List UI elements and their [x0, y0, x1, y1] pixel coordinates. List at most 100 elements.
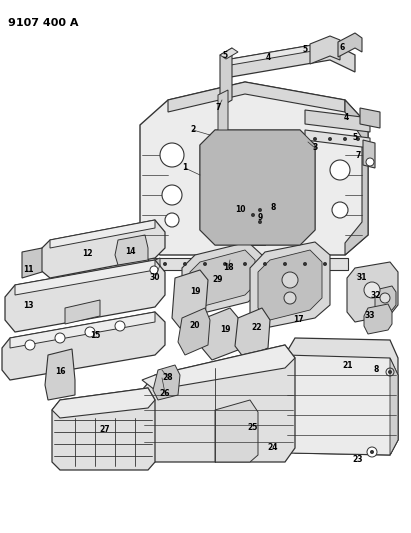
Text: 24: 24: [268, 443, 278, 453]
Polygon shape: [285, 355, 398, 455]
Text: 5: 5: [222, 51, 228, 60]
Polygon shape: [338, 33, 362, 57]
Polygon shape: [215, 400, 258, 462]
Circle shape: [343, 137, 347, 141]
Polygon shape: [220, 48, 238, 59]
Text: 16: 16: [55, 367, 65, 376]
Polygon shape: [15, 260, 155, 295]
Text: 4: 4: [266, 53, 270, 62]
Polygon shape: [375, 286, 396, 314]
Polygon shape: [190, 250, 255, 307]
Polygon shape: [218, 90, 228, 135]
Circle shape: [183, 262, 187, 266]
Text: 8: 8: [373, 366, 379, 375]
Polygon shape: [345, 100, 368, 255]
Text: 15: 15: [90, 330, 100, 340]
Polygon shape: [220, 48, 232, 107]
Text: 30: 30: [150, 273, 160, 282]
Polygon shape: [250, 242, 330, 328]
Polygon shape: [310, 36, 340, 64]
Polygon shape: [50, 220, 155, 248]
Text: 3: 3: [312, 143, 318, 152]
Circle shape: [328, 137, 332, 141]
Circle shape: [163, 262, 167, 266]
Polygon shape: [142, 345, 295, 390]
Text: 2: 2: [190, 125, 196, 134]
Text: 17: 17: [293, 316, 303, 325]
Text: 10: 10: [235, 206, 245, 214]
Circle shape: [115, 321, 125, 331]
Circle shape: [150, 266, 158, 274]
Text: 4: 4: [343, 114, 349, 123]
Polygon shape: [38, 220, 165, 278]
Circle shape: [251, 213, 255, 217]
Text: 11: 11: [23, 265, 33, 274]
Text: 9: 9: [257, 214, 263, 222]
Polygon shape: [115, 235, 148, 265]
Text: 31: 31: [357, 273, 367, 282]
Polygon shape: [200, 130, 315, 245]
Text: 9107 400 A: 9107 400 A: [8, 18, 79, 28]
Circle shape: [332, 202, 348, 218]
Circle shape: [165, 213, 179, 227]
Polygon shape: [65, 300, 100, 324]
Circle shape: [203, 262, 207, 266]
Polygon shape: [178, 308, 210, 355]
Polygon shape: [5, 260, 165, 332]
Text: 22: 22: [252, 324, 262, 333]
Circle shape: [282, 272, 298, 288]
Circle shape: [162, 185, 182, 205]
Polygon shape: [202, 308, 240, 360]
Polygon shape: [225, 42, 330, 66]
Polygon shape: [52, 388, 155, 470]
Polygon shape: [285, 338, 398, 455]
Text: 19: 19: [220, 326, 230, 335]
Polygon shape: [363, 140, 375, 168]
Circle shape: [330, 160, 350, 180]
Circle shape: [283, 262, 287, 266]
Circle shape: [284, 292, 296, 304]
Circle shape: [356, 137, 360, 141]
Polygon shape: [360, 108, 380, 128]
Polygon shape: [364, 304, 392, 334]
Text: 7: 7: [356, 150, 361, 159]
Text: 5: 5: [302, 45, 307, 54]
Circle shape: [370, 450, 374, 454]
Circle shape: [55, 333, 65, 343]
Circle shape: [258, 220, 262, 224]
Polygon shape: [52, 388, 155, 418]
Text: 26: 26: [160, 389, 170, 398]
Polygon shape: [390, 358, 398, 455]
Polygon shape: [45, 349, 75, 400]
Polygon shape: [153, 365, 180, 400]
Polygon shape: [148, 258, 160, 277]
Polygon shape: [182, 242, 262, 315]
Text: 25: 25: [248, 424, 258, 432]
Circle shape: [366, 158, 374, 166]
Text: 5: 5: [353, 133, 358, 142]
Polygon shape: [140, 82, 368, 255]
Polygon shape: [258, 250, 322, 320]
Text: 28: 28: [163, 374, 173, 383]
Circle shape: [223, 262, 227, 266]
Text: 20: 20: [190, 320, 200, 329]
Text: 14: 14: [125, 247, 135, 256]
Text: 19: 19: [190, 287, 200, 296]
Text: 7: 7: [215, 103, 221, 112]
Text: 32: 32: [371, 290, 381, 300]
Polygon shape: [172, 270, 208, 328]
Polygon shape: [148, 258, 348, 270]
Polygon shape: [305, 110, 370, 132]
Text: 8: 8: [270, 203, 276, 212]
Circle shape: [243, 262, 247, 266]
Text: 29: 29: [213, 276, 223, 285]
Polygon shape: [168, 82, 345, 112]
Polygon shape: [235, 308, 270, 358]
Circle shape: [380, 293, 390, 303]
Circle shape: [303, 262, 307, 266]
Polygon shape: [200, 130, 315, 245]
Text: 6: 6: [339, 44, 345, 52]
Polygon shape: [22, 248, 42, 278]
Text: 33: 33: [365, 311, 375, 319]
Text: 12: 12: [82, 248, 92, 257]
